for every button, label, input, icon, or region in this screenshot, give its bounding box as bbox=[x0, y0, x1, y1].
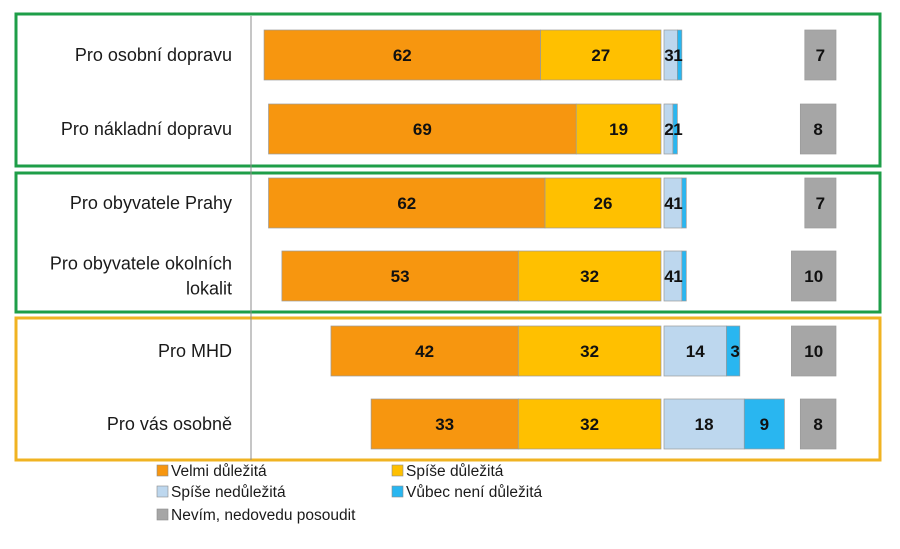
data-label-spise-nedulezita: 4 bbox=[664, 267, 674, 286]
data-label-velmi-dulezita: 62 bbox=[397, 194, 416, 213]
data-label-vubec-neni-dulezita: 3 bbox=[730, 342, 739, 361]
bar-velmi-dulezita bbox=[370, 398, 519, 450]
legend-label: Velmi důležitá bbox=[171, 463, 267, 480]
group-box-1 bbox=[14, 12, 882, 168]
data-label-spise-dulezita: 27 bbox=[591, 46, 610, 65]
legend-swatch bbox=[156, 485, 169, 498]
bar-nevim-nedovedu-posoudit bbox=[799, 103, 837, 155]
legend: Velmi důležitá Spíše důležitá Spíše nedůle… bbox=[156, 463, 543, 524]
bar-vubec-neni-dulezita bbox=[726, 325, 741, 377]
data-label-vubec-neni-dulezita: 1 bbox=[673, 46, 682, 65]
data-label-vubec-neni-dulezita: 1 bbox=[673, 267, 682, 286]
category-label: Pro nákladní dopravu bbox=[61, 119, 232, 139]
bar-row: 33 32 18 9 8 bbox=[370, 398, 837, 450]
bar-vubec-neni-dulezita bbox=[677, 29, 683, 81]
bar-spise-dulezita bbox=[517, 325, 662, 377]
data-label-nevim-nedovedu-posoudit: 7 bbox=[816, 46, 825, 65]
bar-spise-nedulezita bbox=[663, 325, 727, 377]
bar-vubec-neni-dulezita bbox=[743, 398, 785, 450]
bar-nevim-nedovedu-posoudit bbox=[804, 29, 837, 81]
data-label-velmi-dulezita: 53 bbox=[391, 267, 410, 286]
legend-item-vubec-neni-dulezita: Vůbec není důležitá bbox=[391, 484, 543, 501]
data-label-vubec-neni-dulezita: 1 bbox=[673, 194, 682, 213]
data-label-nevim-nedovedu-posoudit: 8 bbox=[813, 120, 822, 139]
legend-label: Spíše nedůležitá bbox=[171, 484, 286, 501]
bar-row: 69 19 2 1 8 bbox=[268, 103, 837, 155]
legend-swatch bbox=[391, 464, 404, 477]
legend-label: Vůbec není důležitá bbox=[406, 484, 543, 501]
data-label-spise-nedulezita: 18 bbox=[695, 415, 714, 434]
bar-velmi-dulezita bbox=[281, 250, 519, 302]
bar-row: 42 32 14 3 10 bbox=[330, 325, 837, 377]
legend-item-nevim-nedovedu-posoudit: Nevím, nedovedu posoudit bbox=[156, 507, 356, 524]
data-label-spise-nedulezita: 2 bbox=[664, 120, 673, 139]
data-label-spise-dulezita: 32 bbox=[580, 342, 599, 361]
legend-swatch bbox=[391, 485, 404, 498]
bar-velmi-dulezita bbox=[330, 325, 519, 377]
category-label: Pro vás osobně bbox=[107, 414, 232, 434]
data-label-vubec-neni-dulezita: 1 bbox=[673, 120, 682, 139]
bar-row: 62 27 3 1 7 bbox=[263, 29, 837, 81]
legend-label: Nevím, nedovedu posoudit bbox=[171, 507, 356, 524]
group-box-2 bbox=[14, 171, 882, 314]
data-label-velmi-dulezita: 42 bbox=[415, 342, 434, 361]
bar-spise-dulezita bbox=[544, 177, 662, 229]
bar-spise-nedulezita bbox=[663, 398, 745, 450]
legend-item-velmi-dulezita: Velmi důležitá bbox=[156, 463, 267, 480]
category-label: Pro osobní dopravu bbox=[75, 45, 232, 65]
category-label: Pro MHD bbox=[158, 341, 232, 361]
bar-nevim-nedovedu-posoudit bbox=[799, 398, 837, 450]
bar-velmi-dulezita bbox=[268, 177, 546, 229]
data-label-spise-nedulezita: 14 bbox=[686, 342, 705, 361]
bar-nevim-nedovedu-posoudit bbox=[804, 177, 837, 229]
bar-spise-dulezita bbox=[575, 103, 662, 155]
data-label-nevim-nedovedu-posoudit: 10 bbox=[804, 267, 823, 286]
bar-nevim-nedovedu-posoudit bbox=[791, 325, 837, 377]
bar-row: 53 32 4 1 10 bbox=[281, 250, 837, 302]
group-box-3 bbox=[14, 316, 882, 462]
group-boxes bbox=[14, 12, 882, 462]
legend-label: Spíše důležitá bbox=[406, 463, 504, 480]
legend-item-spise-dulezita: Spíše důležitá bbox=[391, 463, 504, 480]
data-label-velmi-dulezita: 33 bbox=[435, 415, 454, 434]
data-label-spise-nedulezita: 3 bbox=[664, 46, 673, 65]
bar-vubec-neni-dulezita bbox=[681, 177, 687, 229]
data-label-velmi-dulezita: 62 bbox=[393, 46, 412, 65]
data-label-vubec-neni-dulezita: 9 bbox=[760, 415, 769, 434]
bar-row: 62 26 4 1 7 bbox=[268, 177, 837, 229]
legend-item-spise-nedulezita: Spíše nedůležitá bbox=[156, 484, 286, 501]
bar-velmi-dulezita bbox=[268, 103, 577, 155]
bar-nevim-nedovedu-posoudit bbox=[791, 250, 837, 302]
bar-vubec-neni-dulezita bbox=[681, 250, 687, 302]
data-label-spise-dulezita: 19 bbox=[609, 120, 628, 139]
category-label: Pro obyvatele okolních lokalit bbox=[50, 254, 232, 299]
bar-spise-dulezita bbox=[517, 398, 662, 450]
data-label-spise-dulezita: 32 bbox=[580, 415, 599, 434]
category-labels: Pro osobní dopravu Pro nákladní dopravu Pr… bbox=[50, 45, 232, 434]
category-label: Pro obyvatele Prahy bbox=[70, 193, 232, 213]
data-label-spise-dulezita: 32 bbox=[580, 267, 599, 286]
legend-swatch bbox=[156, 464, 169, 477]
data-label-nevim-nedovedu-posoudit: 7 bbox=[816, 194, 825, 213]
data-label-spise-dulezita: 26 bbox=[594, 194, 613, 213]
data-label-nevim-nedovedu-posoudit: 8 bbox=[813, 415, 822, 434]
data-label-nevim-nedovedu-posoudit: 10 bbox=[804, 342, 823, 361]
bar-spise-dulezita bbox=[540, 29, 662, 81]
bar-spise-dulezita bbox=[517, 250, 662, 302]
legend-swatch bbox=[156, 508, 169, 521]
bar-vubec-neni-dulezita bbox=[672, 103, 678, 155]
bar-velmi-dulezita bbox=[263, 29, 541, 81]
data-label-velmi-dulezita: 69 bbox=[413, 120, 432, 139]
data-label-spise-nedulezita: 4 bbox=[664, 194, 674, 213]
